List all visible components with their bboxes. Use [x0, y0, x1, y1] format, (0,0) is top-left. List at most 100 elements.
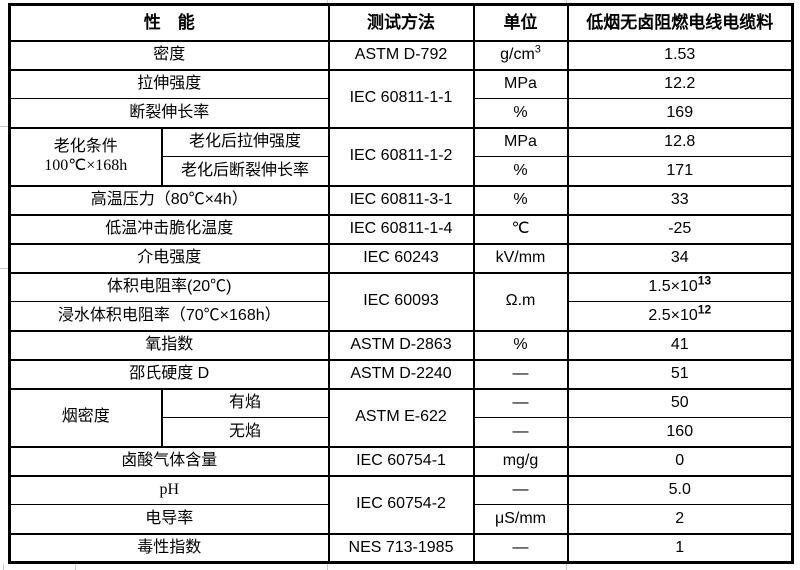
unit-base: g/cm	[500, 45, 535, 63]
cell-elongation-name: 断裂伸长率	[8, 98, 330, 129]
cell-tensile-unit: MPa	[472, 68, 569, 99]
cell-halogen-acid-value: 0	[566, 445, 794, 477]
cell-resistivity-method: IEC 60093	[327, 271, 475, 331]
table-row: 卤酸气体含量 IEC 60754-1 mg/g 0	[8, 445, 794, 477]
cell-tensile-value: 12.2	[566, 68, 794, 99]
cell-density-value: 1.53	[566, 39, 794, 71]
cell-density-name: 密度	[8, 39, 330, 71]
cell-smoke-non-flaming-unit: —	[472, 417, 569, 448]
value-base: 1.5×10	[648, 278, 698, 296]
table-row: pH IEC 60754-2 — 5.0	[8, 474, 794, 534]
gridline-stub	[0, 126, 8, 127]
cell-dielectric-name: 介电强度	[8, 242, 330, 274]
aging-condition-line2: 100℃×168h	[44, 156, 128, 174]
cell-dielectric-value: 34	[566, 242, 794, 274]
value-base: 2.5×10	[648, 306, 698, 324]
cell-volume-resistivity-value: 1.5×1013	[566, 271, 794, 302]
cell-wet-resistivity-name: 浸水体积电阻率（70℃×168h）	[8, 301, 330, 332]
table-row: 老化条件 100℃×168h 老化后拉伸强度 IEC 60811-1-2 MPa…	[8, 126, 794, 186]
cell-halogen-acid-unit: mg/g	[472, 445, 569, 477]
header-material: 低烟无卤阻燃电线电缆料	[566, 3, 794, 42]
table-row: 高温压力（80℃×4h） IEC 60811-3-1 % 33	[8, 184, 794, 216]
cell-cold-impact-method: IEC 60811-1-4	[327, 213, 475, 245]
cell-cold-impact-name: 低温冲击脆化温度	[8, 213, 330, 245]
cell-shore-hardness-value: 51	[566, 358, 794, 390]
table-row: 邵氏硬度 D ASTM D-2240 — 51	[8, 358, 794, 390]
cell-tensile-name: 拉伸强度	[8, 68, 330, 99]
cell-halogen-acid-name: 卤酸气体含量	[8, 445, 330, 477]
cell-shore-hardness-method: ASTM D-2240	[327, 358, 475, 390]
table-row: 浸水体积电阻率（70℃×168h） 2.5×1012	[8, 301, 794, 332]
table-row: 断裂伸长率 % 169	[8, 98, 794, 129]
table-row: 拉伸强度 IEC 60811-1-1 MPa 12.2	[8, 68, 794, 128]
table-row: 烟密度 有焰 ASTM E-622 — 50	[8, 387, 794, 447]
gridline-stub	[0, 268, 8, 269]
cell-hot-pressure-name: 高温压力（80℃×4h）	[8, 184, 330, 216]
cell-smoke-density-method: ASTM E-622	[327, 387, 475, 447]
cell-cold-impact-value: -25	[566, 213, 794, 245]
cell-conductivity-value: 2	[566, 504, 794, 535]
gridline-stub	[327, 564, 328, 570]
value-superscript: 12	[697, 302, 712, 317]
cell-smoke-density-label: 烟密度	[8, 387, 163, 447]
cell-density-method: ASTM D-792	[327, 39, 475, 71]
cell-cold-impact-unit: ℃	[472, 213, 569, 245]
cell-ph-method: IEC 60754-2	[327, 474, 475, 534]
cell-aging-tensile-value: 12.8	[566, 126, 794, 157]
table-row: 氧指数 ASTM D-2863 % 41	[8, 329, 794, 361]
table-row: 电导率 μS/mm 2	[8, 504, 794, 535]
table-row: 毒性指数 NES 713-1985 — 1	[8, 532, 794, 564]
cell-dielectric-method: IEC 60243	[327, 242, 475, 274]
cell-halogen-acid-method: IEC 60754-1	[327, 445, 475, 477]
cell-hot-pressure-value: 33	[566, 184, 794, 216]
cell-hot-pressure-unit: %	[472, 184, 569, 216]
cell-oxygen-index-value: 41	[566, 329, 794, 361]
unit-superscript: 3	[534, 43, 541, 56]
cell-toxicity-method: NES 713-1985	[327, 532, 475, 564]
cell-dielectric-unit: kV/mm	[472, 242, 569, 274]
cell-smoke-non-flaming-value: 160	[566, 417, 794, 448]
gridline-stub	[566, 0, 567, 3]
cell-ph-name: pH	[8, 474, 330, 505]
cell-aging-condition-label: 老化条件 100℃×168h	[8, 126, 163, 186]
aging-condition-line1: 老化条件	[53, 138, 118, 156]
gridline-stub	[327, 0, 328, 3]
cell-oxygen-index-name: 氧指数	[8, 329, 330, 361]
cell-hot-pressure-method: IEC 60811-3-1	[327, 184, 475, 216]
cell-aging-tensile-name: 老化后拉伸强度	[160, 126, 330, 157]
header-unit: 单位	[472, 3, 569, 42]
table-row: 密度 ASTM D-792 g/cm3 1.53	[8, 39, 794, 71]
spec-table: 性 能 测试方法 单位 低烟无卤阻燃电线电缆料 密度 ASTM D-792 g/…	[8, 3, 794, 564]
cell-smoke-flaming-unit: —	[472, 387, 569, 418]
gridline-stub	[75, 564, 76, 570]
cell-wet-resistivity-value: 2.5×1012	[566, 301, 794, 332]
cell-conductivity-unit: μS/mm	[472, 504, 569, 535]
cell-volume-resistivity-name: 体积电阻率(20℃)	[8, 271, 330, 302]
cell-aging-method: IEC 60811-1-2	[327, 126, 475, 186]
cell-elongation-value: 169	[566, 98, 794, 129]
table-header-row: 性 能 测试方法 单位 低烟无卤阻燃电线电缆料	[8, 3, 794, 42]
cell-toxicity-name: 毒性指数	[8, 532, 330, 564]
cell-oxygen-index-unit: %	[472, 329, 569, 361]
cell-smoke-flaming-value: 50	[566, 387, 794, 418]
cell-elongation-unit: %	[472, 98, 569, 129]
cell-aging-elongation-value: 171	[566, 156, 794, 187]
cell-oxygen-index-method: ASTM D-2863	[327, 329, 475, 361]
cell-toxicity-unit: —	[472, 532, 569, 564]
cell-toxicity-value: 1	[566, 532, 794, 564]
gridline-stub	[566, 564, 567, 570]
cell-aging-elongation-name: 老化后断裂伸长率	[160, 156, 330, 187]
cell-ph-unit: —	[472, 474, 569, 505]
table-row: 老化后断裂伸长率 % 171	[10, 156, 794, 187]
cell-resistivity-unit: Ω.m	[472, 271, 569, 331]
cell-ph-value: 5.0	[566, 474, 794, 505]
cell-density-unit: g/cm3	[472, 39, 569, 71]
table-row: 低温冲击脆化温度 IEC 60811-1-4 ℃ -25	[8, 213, 794, 245]
cell-tensile-method: IEC 60811-1-1	[327, 68, 475, 128]
cell-aging-elongation-unit: %	[472, 156, 569, 187]
gridline-stub	[3, 564, 4, 570]
value-superscript: 13	[697, 273, 712, 288]
header-method: 测试方法	[327, 3, 475, 42]
cell-smoke-non-flaming-name: 无焰	[160, 417, 330, 448]
table-row: 介电强度 IEC 60243 kV/mm 34	[8, 242, 794, 274]
